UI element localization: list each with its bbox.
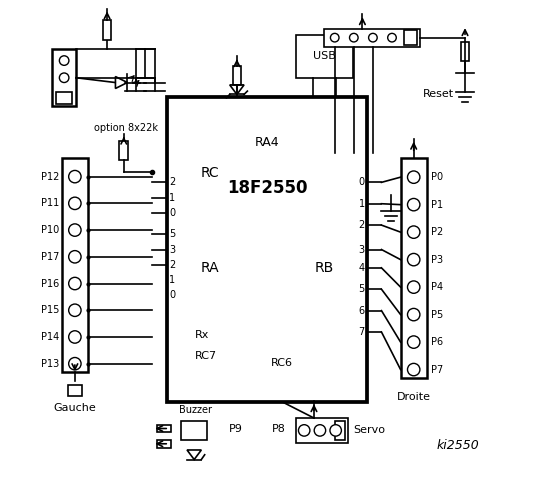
Text: 2: 2 <box>169 177 175 187</box>
Text: 0: 0 <box>358 177 365 187</box>
Bar <box>167 97 367 402</box>
Circle shape <box>69 251 81 263</box>
Bar <box>404 31 417 45</box>
Circle shape <box>69 304 81 316</box>
Text: 1: 1 <box>169 275 175 285</box>
Text: P9: P9 <box>229 423 243 433</box>
Text: 5: 5 <box>358 284 365 294</box>
Text: Servo: Servo <box>353 425 385 435</box>
Text: 5: 5 <box>169 229 175 239</box>
Circle shape <box>59 73 69 83</box>
Text: RC6: RC6 <box>271 358 293 368</box>
Text: P6: P6 <box>431 337 443 347</box>
Text: 2: 2 <box>169 260 175 270</box>
Text: Buzzer: Buzzer <box>179 406 212 415</box>
Circle shape <box>69 224 81 236</box>
Text: P10: P10 <box>41 225 59 235</box>
Text: P8: P8 <box>272 423 286 433</box>
Text: P14: P14 <box>41 332 59 342</box>
Circle shape <box>69 331 81 343</box>
Circle shape <box>408 171 420 183</box>
Text: 3: 3 <box>169 244 175 254</box>
Text: P3: P3 <box>431 254 443 264</box>
Circle shape <box>331 34 339 42</box>
Circle shape <box>330 425 341 436</box>
Text: 7: 7 <box>358 327 365 337</box>
Text: P16: P16 <box>41 278 59 288</box>
Bar <box>461 42 469 61</box>
Bar <box>52 49 76 107</box>
Bar <box>181 421 207 441</box>
Circle shape <box>69 358 81 370</box>
Circle shape <box>69 197 81 210</box>
Circle shape <box>408 363 420 376</box>
Text: 18F2550: 18F2550 <box>227 180 307 197</box>
Bar <box>62 158 88 372</box>
Circle shape <box>408 198 420 211</box>
Circle shape <box>59 56 69 65</box>
Circle shape <box>408 253 420 266</box>
Bar <box>157 425 170 432</box>
Text: Reset: Reset <box>423 89 455 99</box>
Text: 1: 1 <box>358 199 365 209</box>
Circle shape <box>408 336 420 348</box>
Circle shape <box>69 277 81 290</box>
Bar <box>119 141 128 160</box>
Text: 0: 0 <box>169 208 175 218</box>
Text: 4: 4 <box>358 263 365 273</box>
Bar <box>296 418 348 443</box>
Text: P1: P1 <box>431 200 443 210</box>
Circle shape <box>388 34 397 42</box>
Circle shape <box>314 425 326 436</box>
Text: P4: P4 <box>431 282 443 292</box>
Circle shape <box>408 308 420 321</box>
Text: P11: P11 <box>41 198 59 208</box>
Text: 1: 1 <box>169 192 175 203</box>
Circle shape <box>69 170 81 183</box>
Text: RC: RC <box>200 166 219 180</box>
Text: 3: 3 <box>358 244 365 254</box>
Text: Droite: Droite <box>397 392 431 402</box>
Circle shape <box>369 34 377 42</box>
Text: P0: P0 <box>431 172 443 182</box>
Bar <box>335 421 345 440</box>
Text: Gauche: Gauche <box>54 403 96 412</box>
Bar <box>233 66 241 85</box>
Circle shape <box>408 226 420 239</box>
Text: option 8x22k: option 8x22k <box>94 122 158 132</box>
Text: RB: RB <box>315 261 334 275</box>
Bar <box>296 35 353 78</box>
Text: P5: P5 <box>431 310 443 320</box>
Text: P2: P2 <box>431 227 443 237</box>
Bar <box>56 92 72 104</box>
Text: 6: 6 <box>358 306 365 316</box>
Text: P15: P15 <box>41 305 59 315</box>
Bar <box>400 158 427 378</box>
Text: RC7: RC7 <box>195 351 217 361</box>
Bar <box>324 29 420 47</box>
Bar <box>103 21 111 39</box>
Text: 2: 2 <box>358 220 365 230</box>
Text: ki2550: ki2550 <box>436 439 479 452</box>
Bar <box>157 440 170 447</box>
Circle shape <box>408 281 420 293</box>
Text: P12: P12 <box>41 172 59 181</box>
Text: P13: P13 <box>41 359 59 369</box>
Circle shape <box>299 425 310 436</box>
Text: RA4: RA4 <box>254 136 279 149</box>
Text: P17: P17 <box>41 252 59 262</box>
Bar <box>67 385 82 396</box>
Text: RA: RA <box>200 261 219 275</box>
Text: P7: P7 <box>431 365 443 374</box>
Text: 0: 0 <box>169 290 175 300</box>
Circle shape <box>349 34 358 42</box>
Text: USB: USB <box>313 51 336 61</box>
Text: Rx: Rx <box>195 330 210 340</box>
